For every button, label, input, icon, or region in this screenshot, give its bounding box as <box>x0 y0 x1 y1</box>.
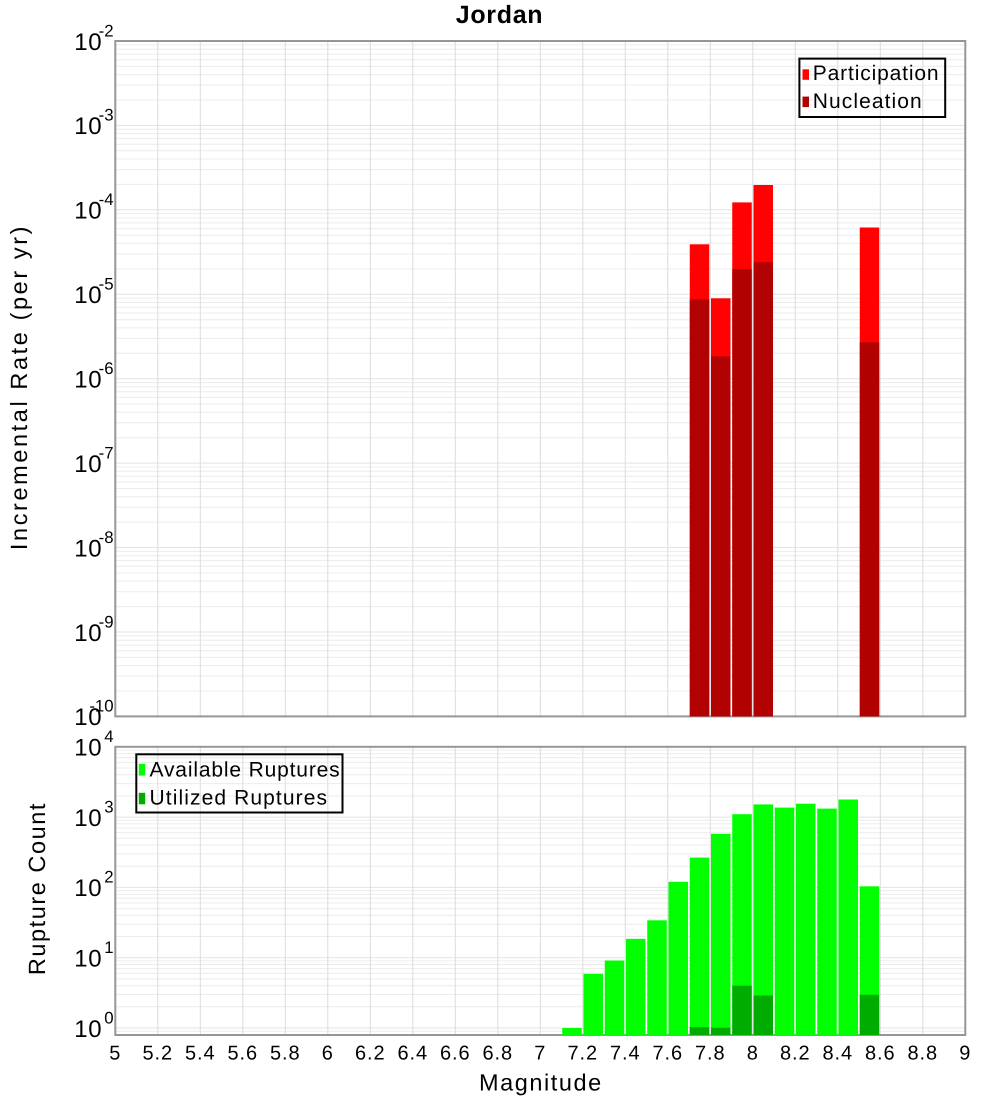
svg-text:Magnitude: Magnitude <box>479 1070 603 1096</box>
svg-text:7.2: 7.2 <box>568 1043 599 1065</box>
svg-text:10: 10 <box>74 198 102 225</box>
svg-text:7.8: 7.8 <box>695 1043 726 1065</box>
svg-text:-10: -10 <box>89 697 113 716</box>
svg-text:0: 0 <box>104 1008 113 1027</box>
svg-text:4: 4 <box>104 727 113 746</box>
svg-text:8.8: 8.8 <box>908 1043 939 1065</box>
svg-text:10: 10 <box>74 946 102 973</box>
svg-text:5.6: 5.6 <box>228 1043 259 1065</box>
svg-text:6.8: 6.8 <box>483 1043 514 1065</box>
svg-text:8.6: 8.6 <box>865 1043 896 1065</box>
svg-text:5.8: 5.8 <box>270 1043 301 1065</box>
svg-text:6.4: 6.4 <box>398 1043 429 1065</box>
svg-text:10: 10 <box>74 735 102 762</box>
svg-text:Available Ruptures: Available Ruptures <box>150 758 341 781</box>
svg-text:10: 10 <box>74 282 102 309</box>
svg-text:10: 10 <box>74 620 102 647</box>
svg-text:Jordan: Jordan <box>456 1 544 29</box>
svg-text:-6: -6 <box>99 359 114 378</box>
svg-text:Participation: Participation <box>813 62 940 85</box>
svg-text:10: 10 <box>74 113 102 140</box>
svg-text:10: 10 <box>74 535 102 562</box>
svg-text:10: 10 <box>74 875 102 902</box>
svg-text:10: 10 <box>74 451 102 478</box>
svg-text:8: 8 <box>747 1043 759 1065</box>
svg-text:10: 10 <box>74 704 102 731</box>
svg-text:6: 6 <box>322 1043 334 1065</box>
svg-text:8.4: 8.4 <box>823 1043 854 1065</box>
svg-text:-3: -3 <box>99 106 114 125</box>
svg-text:3: 3 <box>104 797 113 816</box>
svg-text:-7: -7 <box>99 443 114 462</box>
svg-text:Incremental Rate (per yr): Incremental Rate (per yr) <box>6 224 32 550</box>
svg-text:6.6: 6.6 <box>440 1043 471 1065</box>
svg-text:5.2: 5.2 <box>143 1043 174 1065</box>
svg-text:-5: -5 <box>99 275 114 294</box>
svg-text:5: 5 <box>109 1043 121 1065</box>
svg-text:10: 10 <box>74 29 102 56</box>
svg-text:2: 2 <box>104 868 113 887</box>
svg-text:7: 7 <box>534 1043 546 1065</box>
svg-text:10: 10 <box>74 1016 102 1043</box>
svg-text:-9: -9 <box>99 612 114 631</box>
svg-text:-2: -2 <box>99 21 114 40</box>
svg-text:8.2: 8.2 <box>780 1043 811 1065</box>
svg-text:10: 10 <box>74 367 102 394</box>
svg-text:Nucleation: Nucleation <box>813 90 923 113</box>
svg-text:-4: -4 <box>99 190 114 209</box>
svg-text:Rupture Count: Rupture Count <box>24 802 50 975</box>
svg-text:10: 10 <box>74 805 102 832</box>
svg-text:7.6: 7.6 <box>653 1043 684 1065</box>
svg-text:1: 1 <box>104 938 113 957</box>
svg-text:6.2: 6.2 <box>355 1043 386 1065</box>
svg-text:9: 9 <box>959 1043 971 1065</box>
svg-text:Utilized Ruptures: Utilized Ruptures <box>150 786 329 809</box>
svg-text:7.4: 7.4 <box>610 1043 641 1065</box>
svg-text:5.4: 5.4 <box>185 1043 216 1065</box>
svg-text:-8: -8 <box>99 528 114 547</box>
